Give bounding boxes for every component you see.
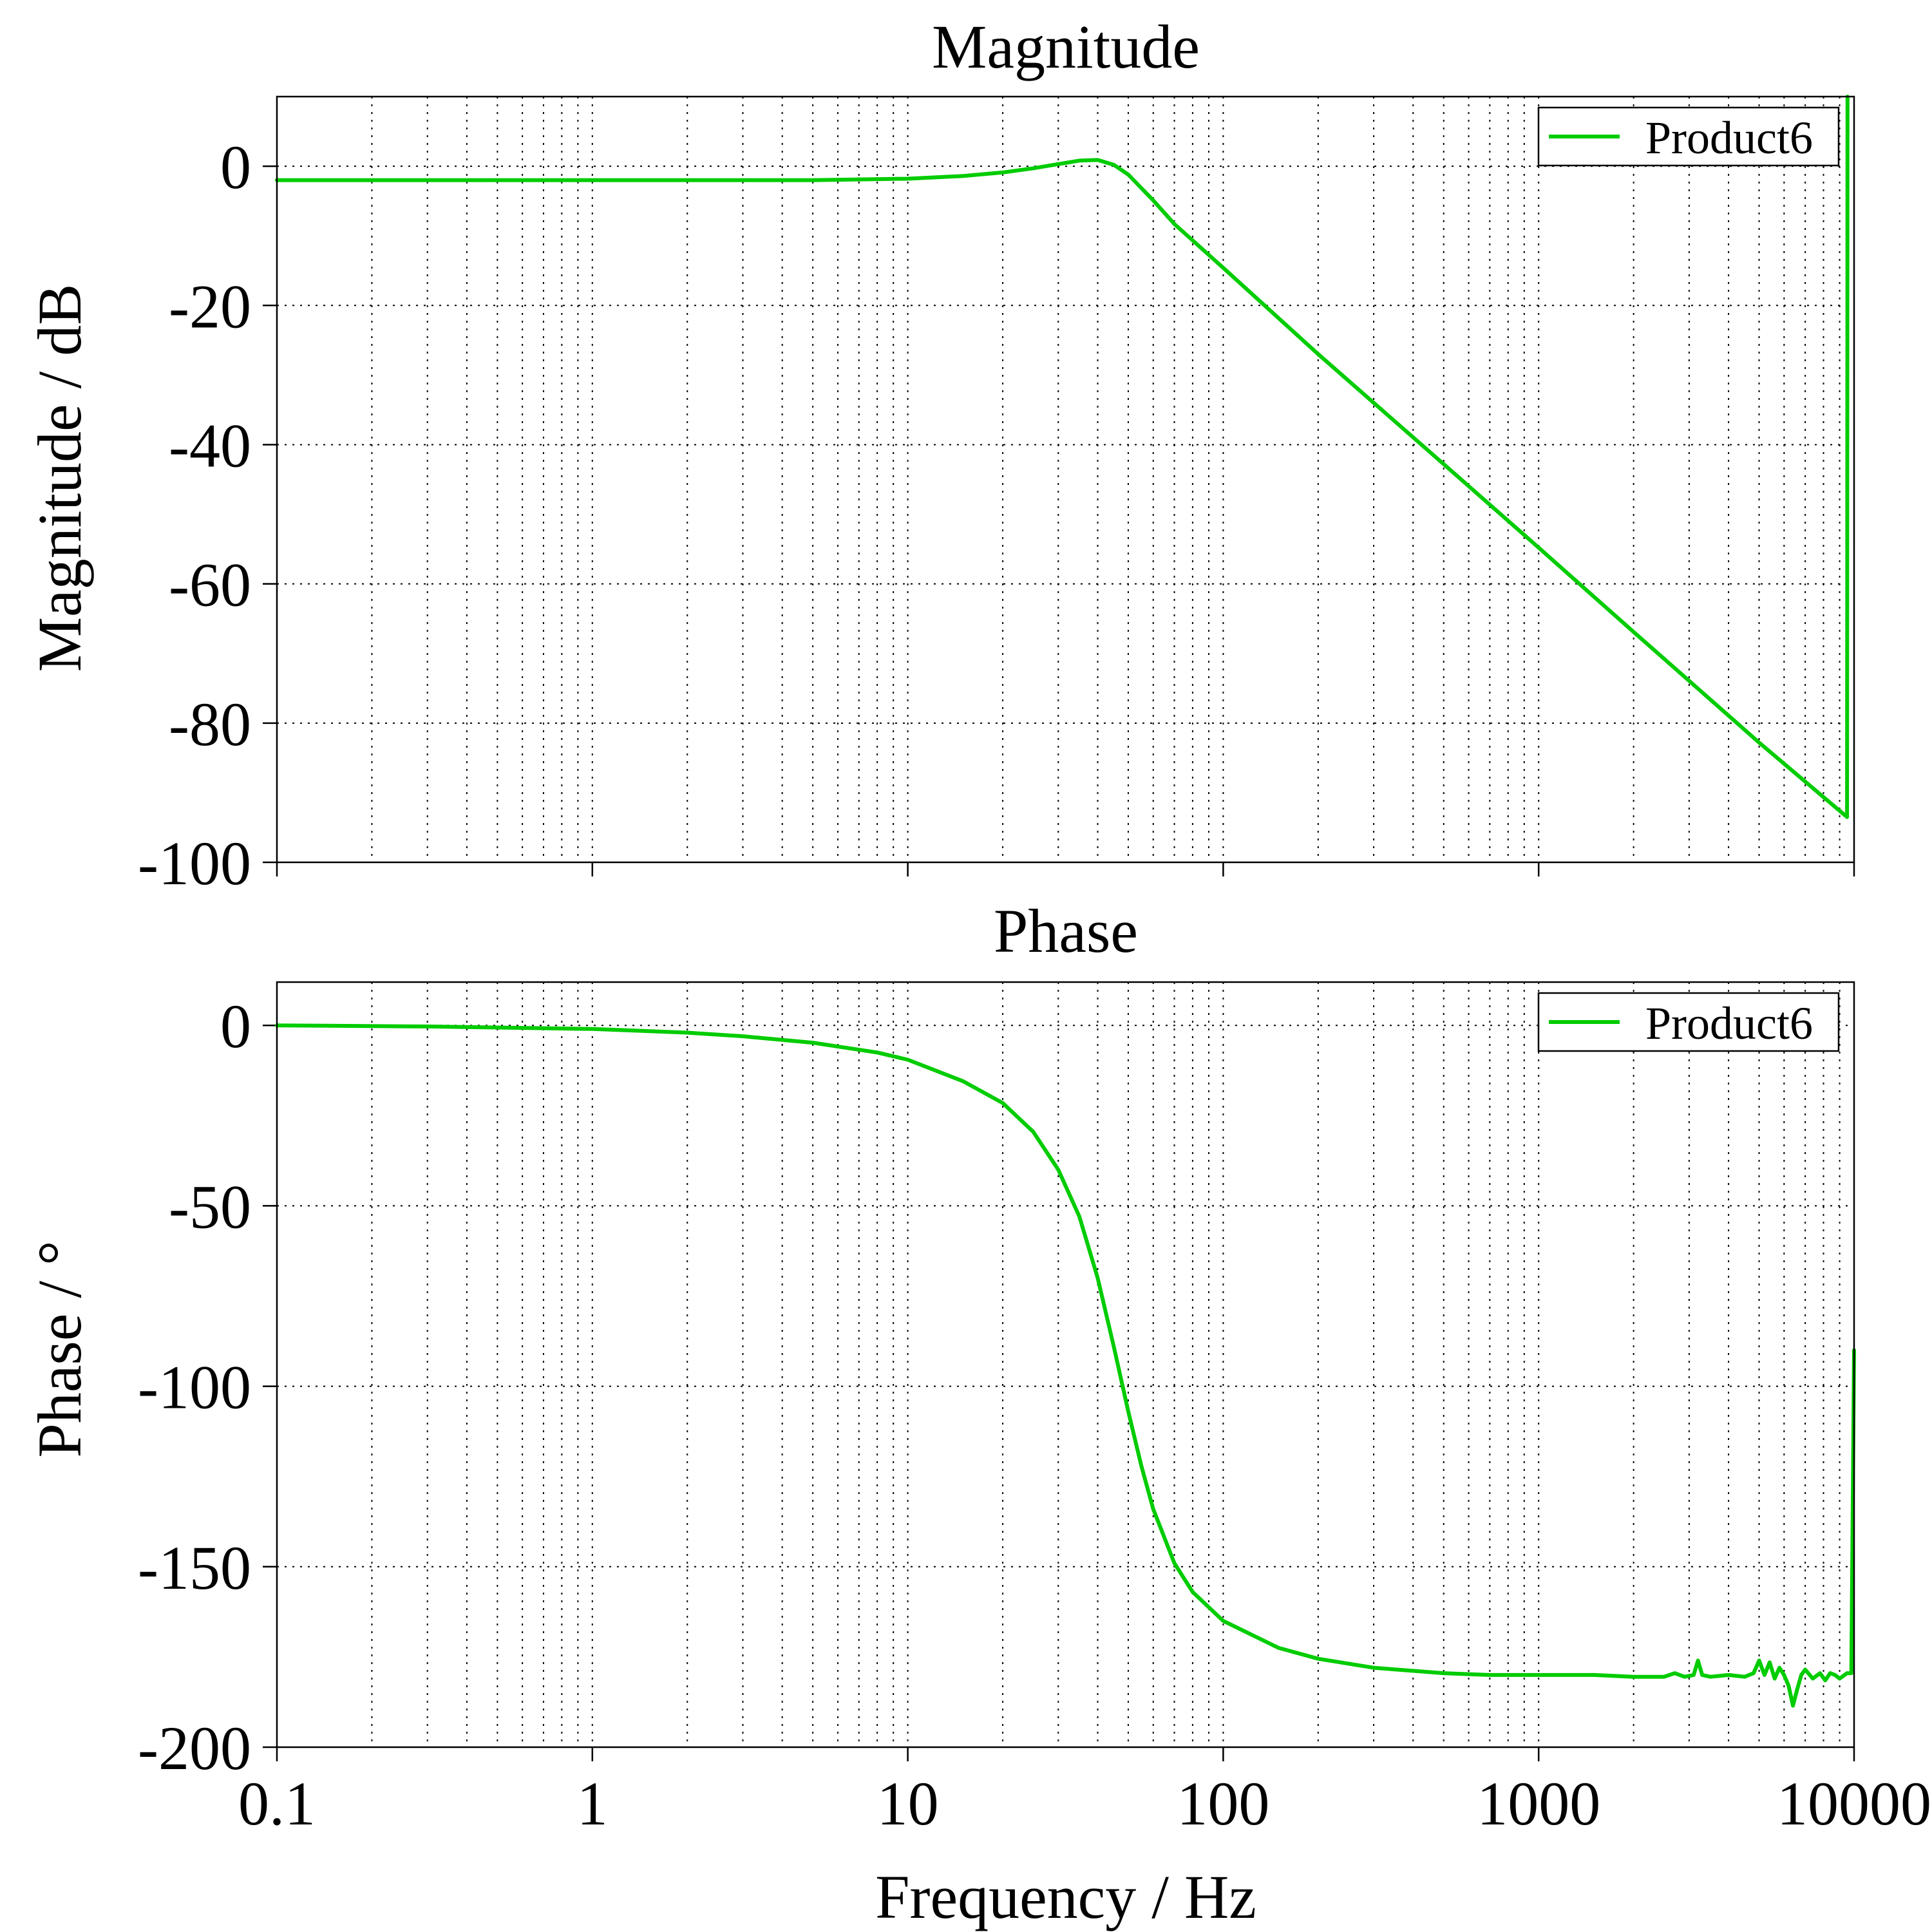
phase-y-axis-label: Phase / ° — [25, 1240, 94, 1457]
y-tick-label: 0 — [220, 133, 251, 202]
phase-legend: Product6 — [1537, 992, 1840, 1052]
y-tick-label: -100 — [138, 1353, 251, 1422]
y-tick-label: -60 — [169, 551, 251, 620]
y-tick-label: -200 — [138, 1714, 251, 1783]
y-tick-label: -150 — [138, 1533, 251, 1602]
x-tick-label: 0.1 — [238, 1769, 316, 1838]
magnitude-legend-label: Product6 — [1645, 112, 1813, 164]
magnitude-y-tick-labels: 0 -20 -40 -60 -80 -100 — [138, 133, 251, 898]
x-tick-label: 10000 — [1777, 1769, 1931, 1838]
phase-y-tick-labels: 0 -50 -100 -150 -200 — [138, 992, 251, 1783]
magnitude-panel: Magnitude Magnitude / dB 0 -20 -40 -60 -80 -1… — [25, 12, 1855, 898]
phase-series — [275, 1023, 1856, 1708]
magnitude-grid — [277, 97, 1854, 862]
x-axis-label: Frequency / Hz — [875, 1862, 1256, 1931]
phase-series-line — [275, 1023, 1856, 1708]
phase-plot-frame — [276, 981, 1855, 1748]
x-tick-label: 100 — [1177, 1769, 1269, 1838]
magnitude-series-line — [275, 95, 1850, 819]
magnitude-ticks — [263, 165, 1855, 876]
y-tick-label: -50 — [169, 1172, 251, 1241]
x-tick-label: 1000 — [1477, 1769, 1600, 1838]
magnitude-series — [275, 95, 1850, 819]
phase-ticks — [263, 1024, 1855, 1761]
magnitude-legend: Product6 — [1537, 106, 1840, 167]
y-tick-label: -80 — [169, 690, 251, 759]
magnitude-y-axis-label: Magnitude / dB — [25, 284, 94, 672]
x-axis-tick-labels: 0.1 1 10 100 1000 10000 — [238, 1769, 1931, 1838]
y-tick-label: -20 — [169, 272, 251, 341]
phase-legend-label: Product6 — [1645, 998, 1813, 1049]
magnitude-plot-frame — [276, 95, 1855, 864]
magnitude-title: Magnitude — [932, 12, 1200, 81]
x-tick-label: 1 — [577, 1769, 608, 1838]
phase-panel: Phase Phase / ° 0 -50 -100 -150 -200 0.1 1 10 1… — [25, 896, 1931, 1838]
y-tick-label: -100 — [138, 829, 251, 898]
y-tick-label: 0 — [220, 992, 251, 1061]
phase-title: Phase — [994, 896, 1138, 965]
x-tick-label: 10 — [877, 1769, 939, 1838]
y-tick-label: -40 — [169, 411, 251, 480]
